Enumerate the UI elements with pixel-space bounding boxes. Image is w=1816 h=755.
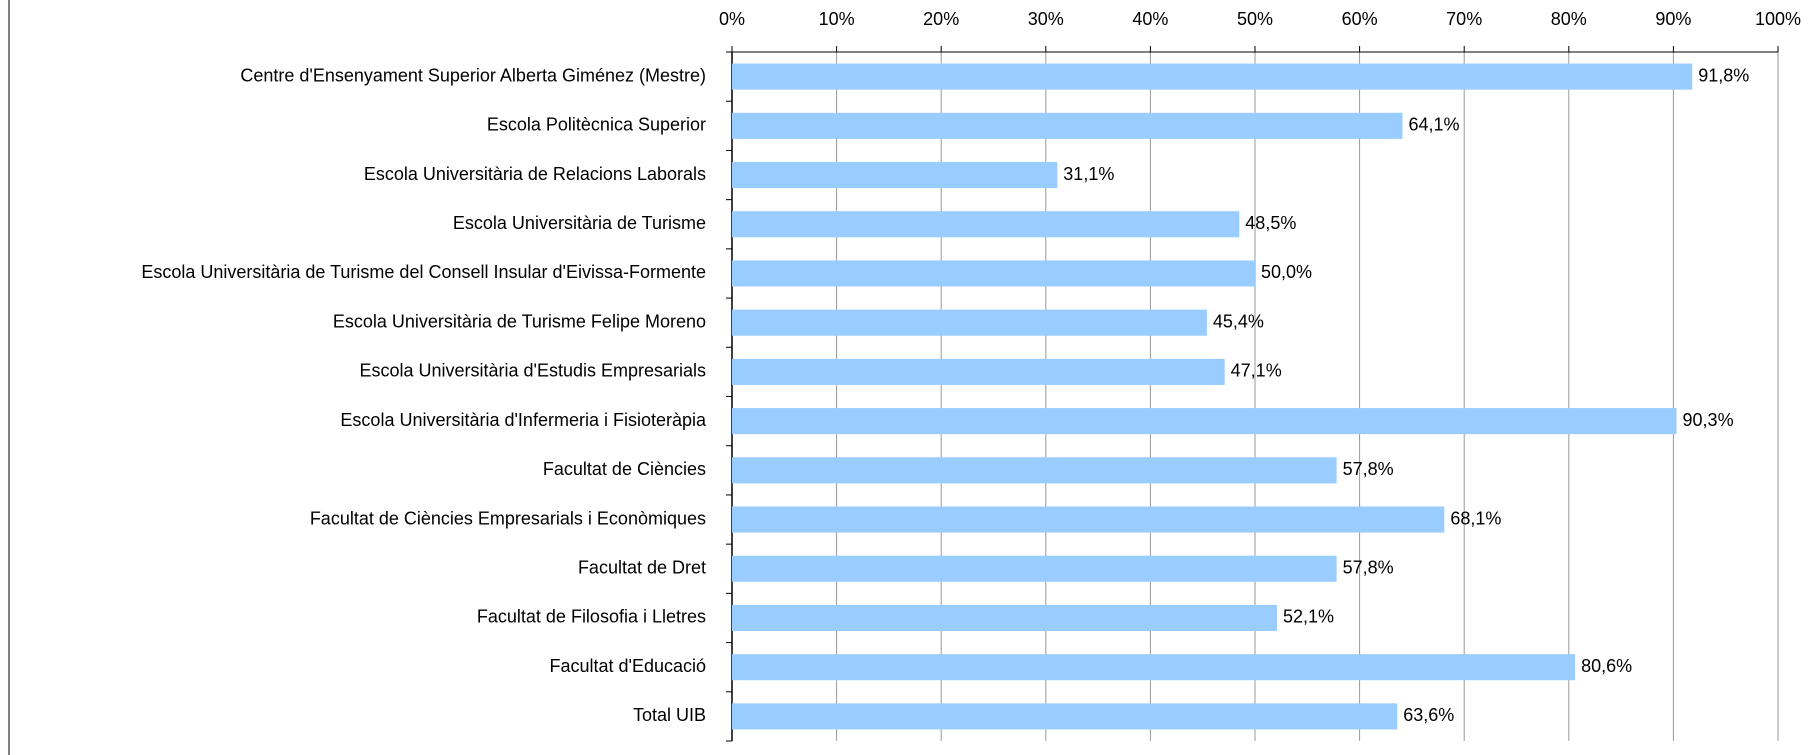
data-label: 64,1% bbox=[1408, 115, 1459, 135]
y-tick-label: Escola Politècnica Superior bbox=[487, 115, 706, 135]
data-label: 50,0% bbox=[1261, 262, 1312, 282]
x-tick-label: 0% bbox=[719, 9, 745, 29]
bar bbox=[732, 654, 1576, 681]
data-label: 47,1% bbox=[1231, 361, 1282, 381]
y-tick-label: Escola Universitària de Turisme bbox=[453, 213, 706, 233]
bar bbox=[732, 555, 1337, 582]
y-tick-label: Escola Universitària de Turisme del Cons… bbox=[141, 262, 706, 282]
y-tick-label: Centre d'Ensenyament Superior Alberta Gi… bbox=[240, 65, 706, 85]
y-tick-label: Escola Universitària d'Estudis Empresari… bbox=[359, 361, 706, 381]
x-tick-label: 70% bbox=[1446, 9, 1482, 29]
bar bbox=[732, 309, 1207, 336]
bar bbox=[732, 604, 1277, 632]
bar bbox=[732, 408, 1677, 435]
bar bbox=[732, 112, 1403, 139]
x-tick-label: 40% bbox=[1132, 9, 1168, 29]
data-label: 57,8% bbox=[1343, 459, 1394, 479]
data-label: 31,1% bbox=[1063, 164, 1114, 184]
data-label: 57,8% bbox=[1343, 558, 1394, 578]
x-tick-label: 20% bbox=[923, 9, 959, 29]
x-tick-label: 60% bbox=[1342, 9, 1378, 29]
bar bbox=[732, 260, 1255, 287]
y-tick-label: Facultat de Ciències Empresarials i Econ… bbox=[310, 508, 706, 528]
x-tick-label: 90% bbox=[1655, 9, 1691, 29]
x-tick-label: 80% bbox=[1551, 9, 1587, 29]
bar bbox=[732, 506, 1445, 533]
data-label: 91,8% bbox=[1698, 65, 1749, 85]
bar bbox=[732, 211, 1240, 238]
y-tick-label: Facultat d'Educació bbox=[549, 656, 706, 676]
data-label: 80,6% bbox=[1581, 656, 1632, 676]
x-tick-label: 50% bbox=[1237, 9, 1273, 29]
data-label: 90,3% bbox=[1683, 410, 1734, 430]
data-label: 63,6% bbox=[1403, 705, 1454, 725]
y-tick-label: Escola Universitària de Turisme Felipe M… bbox=[333, 311, 706, 331]
bar bbox=[732, 703, 1398, 730]
bar bbox=[732, 358, 1225, 385]
x-tick-label: 30% bbox=[1028, 9, 1064, 29]
y-tick-label: Facultat de Filosofia i Lletres bbox=[477, 607, 706, 627]
y-tick-label: Facultat de Ciències bbox=[543, 459, 706, 479]
data-label: 45,4% bbox=[1213, 311, 1264, 331]
data-label: 48,5% bbox=[1245, 213, 1296, 233]
y-tick-label: Facultat de Dret bbox=[578, 558, 706, 578]
x-tick-label: 100% bbox=[1755, 9, 1801, 29]
y-tick-label: Escola Universitària de Relacions Labora… bbox=[364, 164, 706, 184]
bar bbox=[732, 63, 1693, 90]
bar bbox=[732, 457, 1337, 484]
y-tick-label: Escola Universitària d'Infermeria i Fisi… bbox=[340, 410, 707, 430]
x-tick-label: 10% bbox=[819, 9, 855, 29]
data-label: 52,1% bbox=[1283, 607, 1334, 627]
y-tick-label: Total UIB bbox=[633, 705, 706, 725]
bar bbox=[732, 161, 1058, 189]
data-label: 68,1% bbox=[1450, 508, 1501, 528]
